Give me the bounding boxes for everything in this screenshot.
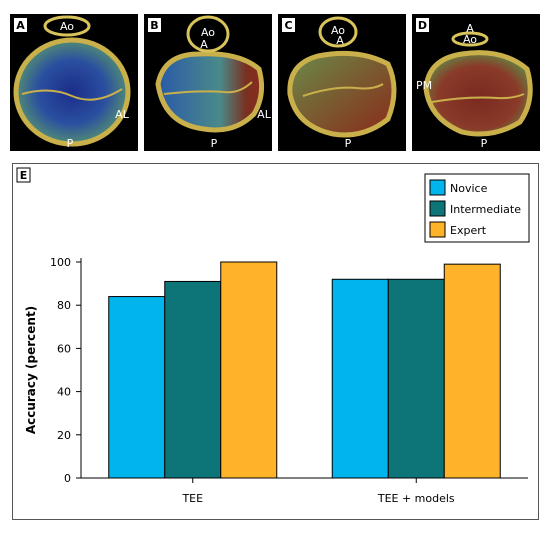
bar-chart: E Accuracy (percent) 0 20 40 60 80 100 TEE TEE … [16, 167, 530, 505]
valve-annulus [13, 37, 131, 147]
bar-novice-1 [331, 278, 389, 479]
legend-swatch-intermediate [429, 200, 446, 217]
label-al: AL [115, 108, 130, 121]
valve-image-d: D A Ao PM P [416, 18, 533, 150]
legend-label-expert: Expert [450, 224, 487, 237]
label-p: P [481, 137, 488, 150]
bars [108, 261, 501, 479]
label-a: A [200, 38, 208, 51]
panel-letter-box [14, 18, 27, 32]
label-p: P [211, 137, 218, 150]
valve-panel-b: B Ao A AL P [144, 14, 272, 151]
panel-letter: C [284, 19, 292, 32]
x-tick-label: TEE [181, 492, 203, 505]
legend-label-intermediate: Intermediate [450, 203, 521, 216]
bar-novice-0 [108, 296, 166, 479]
panel-letter-box [16, 167, 31, 183]
bar-expert-0 [220, 261, 278, 479]
y-tick-label: 60 [57, 342, 71, 355]
valve-panel-c: C Ao A P [278, 14, 406, 151]
x-tick-label: TEE + models [377, 492, 455, 505]
label-pm: PM [416, 79, 432, 92]
label-a: A [336, 34, 344, 47]
valve-image-a: A Ao AL P [13, 15, 131, 150]
coaptation-line [21, 88, 123, 101]
panel-letter-box [148, 18, 161, 32]
panel-letter-box [416, 18, 429, 32]
y-tick-label: 40 [57, 386, 71, 399]
valve-annulus [287, 50, 397, 138]
legend-swatch-expert [429, 221, 446, 238]
label-al: AL [257, 108, 272, 121]
valve-image-c: C Ao A P [282, 16, 397, 150]
panel-letter: E [20, 169, 28, 182]
legend: Novice Intermediate Expert [424, 173, 530, 243]
label-p: P [345, 137, 352, 150]
aortic-ring [451, 31, 489, 47]
aortic-ring [318, 16, 358, 48]
coaptation-line [302, 83, 384, 97]
bar-intermediate-1 [387, 278, 445, 479]
valve-panel-a: A Ao AL P [10, 14, 138, 151]
bar-expert-1 [443, 263, 501, 479]
legend-label-novice: Novice [450, 182, 488, 195]
y-tick-label: 100 [50, 256, 71, 269]
label-ao: Ao [331, 24, 345, 37]
valve-panel-d: D A Ao PM P [412, 14, 540, 151]
y-axis-label: Accuracy (percent) [24, 306, 38, 434]
label-ao: Ao [201, 26, 215, 39]
chart-panel-e: E Accuracy (percent) 0 20 40 60 80 100 TEE TEE … [12, 163, 539, 520]
valve-annulus [423, 50, 533, 137]
label-p: P [67, 137, 74, 150]
label-a: A [466, 22, 474, 35]
label-ao: Ao [60, 20, 74, 33]
bar-intermediate-0 [164, 280, 222, 479]
coaptation-line [431, 93, 525, 103]
y-tick-label: 80 [57, 299, 71, 312]
panel-letter: A [16, 19, 25, 32]
y-tick-label: 20 [57, 429, 71, 442]
panel-letter: B [150, 19, 158, 32]
aortic-ring [43, 15, 91, 37]
valve-image-b: B Ao A AL P [148, 15, 272, 150]
coaptation-line [163, 81, 253, 95]
legend-swatch-novice [429, 179, 446, 196]
y-tick-label: 0 [64, 472, 71, 485]
panel-letter-box [282, 18, 295, 32]
aortic-ring [186, 15, 230, 53]
panel-letter: D [418, 19, 427, 32]
label-ao: Ao [463, 33, 477, 46]
